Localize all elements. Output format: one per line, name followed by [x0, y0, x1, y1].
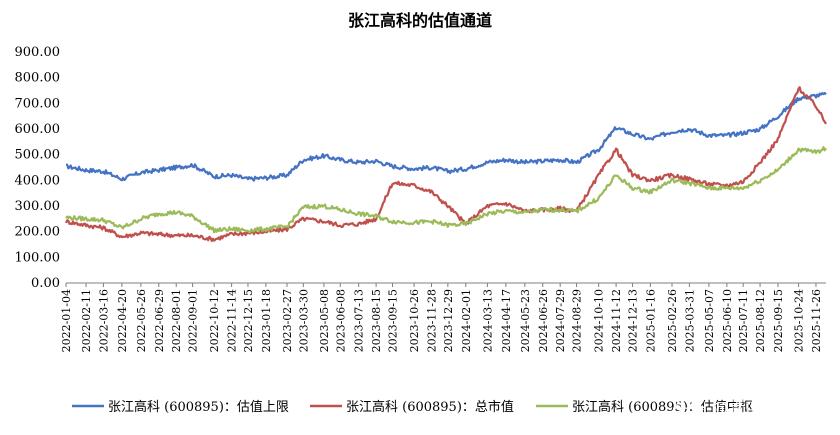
x-tick-label: 2022-09-01 [187, 289, 200, 352]
x-tick-label: 2025-08-12 [754, 289, 767, 352]
y-tick-label: 500.00 [15, 148, 61, 163]
watermark: 头条 @青山隐士 [672, 399, 796, 419]
legend-label-1: 张江高科 (600895)：总市值 [346, 399, 514, 415]
x-tick-label: 2025-03-31 [683, 289, 696, 352]
x-tick-label: 2023-03-30 [297, 289, 310, 352]
x-tick-label: 2023-07-13 [353, 289, 366, 352]
x-tick-label: 2022-04-20 [116, 289, 129, 352]
y-tick-label: 700.00 [15, 96, 61, 111]
series-line-0 [65, 91, 827, 182]
series-line-2 [65, 146, 827, 234]
x-tick-label: 2023-02-27 [281, 289, 294, 352]
y-tick-label: 300.00 [15, 199, 61, 214]
x-tick-label: 2022-10-12 [208, 289, 221, 352]
x-tick-label: 2023-11-28 [425, 289, 438, 352]
chart-title: 张江高科的估值通道 [348, 11, 492, 30]
legend-label-0: 张江高科 (600895)：估值上限 [108, 399, 289, 415]
x-tick-label: 2024-07-29 [554, 289, 567, 352]
x-tick-label: 2025-01-16 [644, 289, 657, 352]
x-tick-label: 2022-03-16 [97, 289, 110, 352]
x-tick-label: 2023-09-15 [386, 289, 399, 352]
x-tick-label: 2024-05-23 [519, 289, 532, 352]
x-tick-label: 2022-12-15 [242, 289, 255, 352]
x-tick-label: 2024-03-13 [481, 289, 494, 352]
legend-label-2: 张江高科 (600895)：估值中枢 [572, 399, 753, 415]
x-tick-label: 2024-11-12 [610, 289, 623, 352]
x-tick-label: 2025-11-26 [810, 289, 823, 352]
x-tick-label: 2025-02-26 [666, 289, 679, 352]
series-line-1 [65, 86, 827, 243]
x-tick-label: 2022-06-29 [153, 289, 166, 352]
x-tick-label: 2025-06-10 [721, 289, 734, 352]
x-axis: 2022-01-04 2022-02-11 2022-03-16 2022-04-20… [60, 282, 826, 352]
plot-area [65, 86, 827, 243]
x-tick-label: 2023-01-18 [260, 289, 273, 352]
x-tick-label: 2022-08-01 [170, 289, 183, 352]
y-tick-label: 800.00 [15, 71, 61, 86]
watermark-text: 头条 @青山隐士 [672, 399, 796, 419]
x-tick-label: 2023-10-26 [408, 289, 421, 352]
y-tick-label: 900.00 [15, 45, 61, 60]
x-tick-label: 2024-02-01 [460, 289, 473, 352]
x-tick-label: 2022-02-11 [80, 289, 93, 352]
y-tick-label: 100.00 [15, 250, 61, 265]
x-tick-label: 2022-01-04 [60, 289, 73, 352]
x-tick-label: 2025-05-07 [703, 289, 716, 352]
y-axis: 0.00 100.00 200.00 300.00 400.00 500.00 600.00… [15, 45, 61, 291]
x-tick-label: 2022-11-14 [226, 289, 239, 352]
x-tick-label: 2023-12-29 [442, 289, 455, 352]
x-tick-label: 2025-09-15 [772, 289, 785, 352]
x-tick-label: 2024-04-17 [500, 289, 513, 352]
x-tick-label: 2024-10-10 [593, 289, 606, 352]
x-tick-label: 2023-05-08 [318, 289, 331, 352]
x-tick-label: 2024-06-26 [537, 289, 550, 352]
x-tick-label: 2022-05-26 [135, 289, 148, 352]
y-tick-label: 400.00 [15, 173, 61, 188]
x-tick-label: 2024-12-13 [626, 289, 639, 352]
x-tick-label: 2025-10-24 [793, 289, 806, 352]
legend: 张江高科 (600895)：估值上限 张江高科 (600895)：总市值 张江高科 … [72, 399, 753, 415]
x-tick-label: 2023-06-08 [334, 289, 347, 352]
x-tick-label: 2024-08-29 [571, 289, 584, 352]
y-tick-label: 600.00 [15, 122, 61, 137]
y-tick-label: 0.00 [31, 276, 60, 291]
x-tick-label: 2025-07-11 [737, 289, 750, 352]
y-tick-label: 200.00 [15, 225, 61, 240]
x-tick-label: 2023-08-15 [370, 289, 383, 352]
